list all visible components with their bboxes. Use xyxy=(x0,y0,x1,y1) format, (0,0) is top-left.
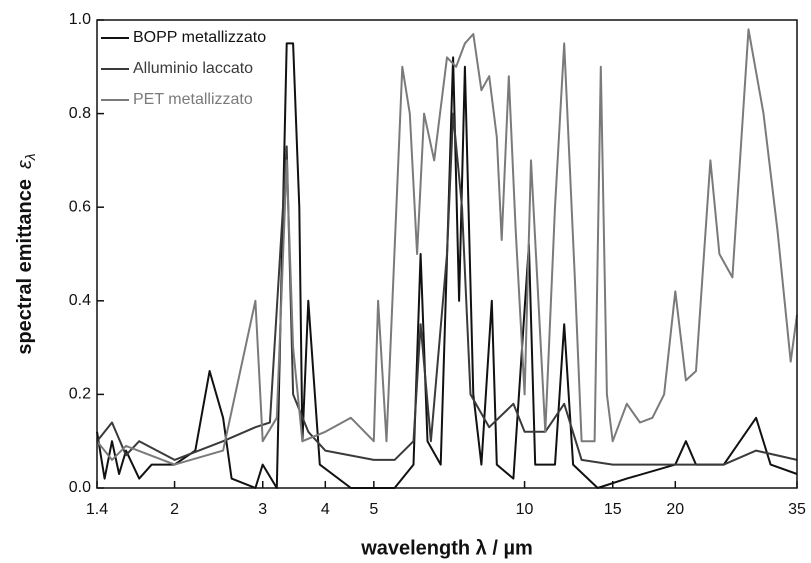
y-tick-label: 0.2 xyxy=(69,386,91,403)
x-tick-label: 2 xyxy=(170,501,179,518)
y-axis-subscript: λ xyxy=(22,153,38,161)
series-line xyxy=(96,112,798,466)
x-tick-label: 3 xyxy=(258,501,267,518)
y-tick-label: 0.4 xyxy=(69,292,91,309)
plot-frame xyxy=(96,19,798,489)
legend-label: Alluminio laccato xyxy=(133,60,253,77)
x-tick-label: 4 xyxy=(321,501,330,518)
y-tick-label: 0.8 xyxy=(69,105,91,122)
y-axis-symbol: ε xyxy=(14,159,36,169)
y-tick-label: 0.6 xyxy=(69,198,91,215)
y-tick-label: 0.0 xyxy=(69,479,91,496)
x-tick-label: 5 xyxy=(369,501,378,518)
x-tick-label: 1.4 xyxy=(86,501,108,518)
y-axis-title-text: spectral emittance xyxy=(14,179,36,355)
series-line xyxy=(96,42,798,489)
y-axis-title: spectral emittance ελ xyxy=(14,153,37,354)
legend-label: PET metallizzato xyxy=(133,91,253,108)
x-tick-label: 35 xyxy=(788,501,806,518)
y-tick-label: 1.0 xyxy=(69,11,91,28)
x-tick-label: 15 xyxy=(604,501,622,518)
series-line xyxy=(96,28,798,466)
x-axis-title: wavelength λ / µm xyxy=(360,537,533,559)
x-tick-label: 10 xyxy=(516,501,534,518)
x-tick-label: 20 xyxy=(666,501,684,518)
legend-label: BOPP metallizzato xyxy=(133,29,266,46)
